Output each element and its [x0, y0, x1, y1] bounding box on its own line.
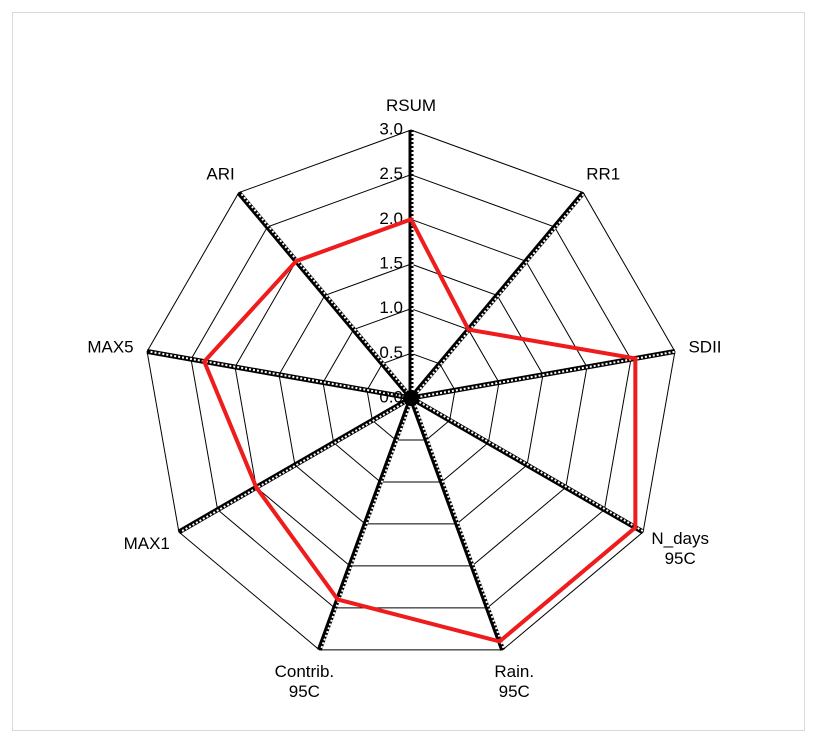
category-label: Rain. 95C	[494, 661, 535, 701]
grid-ring	[366, 352, 456, 441]
axis-spoke-dots	[411, 397, 646, 533]
axis-spoke-dots	[411, 192, 586, 399]
category-label: SDII	[688, 337, 722, 357]
grid-ring	[278, 263, 544, 525]
r-tick-label: 2.5	[379, 164, 403, 183]
r-tick-label: 0.0	[379, 387, 403, 406]
grid-ring	[322, 308, 500, 483]
axis-spoke	[409, 191, 586, 400]
axis-spoke-dots	[179, 397, 414, 533]
frame	[12, 12, 805, 731]
axis-spoke	[408, 397, 506, 651]
grid-ring	[234, 218, 588, 567]
grid-ring	[190, 174, 632, 609]
axis-spoke	[316, 397, 414, 651]
r-tick-label: 1.0	[379, 298, 403, 317]
r-tick-label: 1.5	[379, 253, 403, 272]
category-label: N_days 95C	[651, 529, 709, 568]
axis-spoke-dots	[239, 192, 414, 399]
axis-spoke-dots	[319, 397, 414, 651]
category-label: Contrib. 95C	[274, 661, 335, 701]
series-line	[201, 216, 638, 644]
center-dot	[403, 390, 419, 406]
category-label: MAX1	[123, 534, 170, 553]
r-tick-label: 0.5	[379, 343, 403, 362]
axis-spoke-dots	[148, 350, 413, 399]
category-label: RSUM	[385, 96, 437, 115]
category-label: RR1	[586, 164, 621, 184]
category-label: MAX5	[87, 337, 134, 357]
grid-ring	[146, 129, 676, 651]
axis-spoke-dots	[411, 397, 506, 651]
axis-spoke	[236, 191, 413, 400]
r-tick-label: 3.0	[379, 119, 403, 138]
axis-spoke-dots	[412, 350, 677, 399]
category-label: ARI	[206, 164, 235, 184]
